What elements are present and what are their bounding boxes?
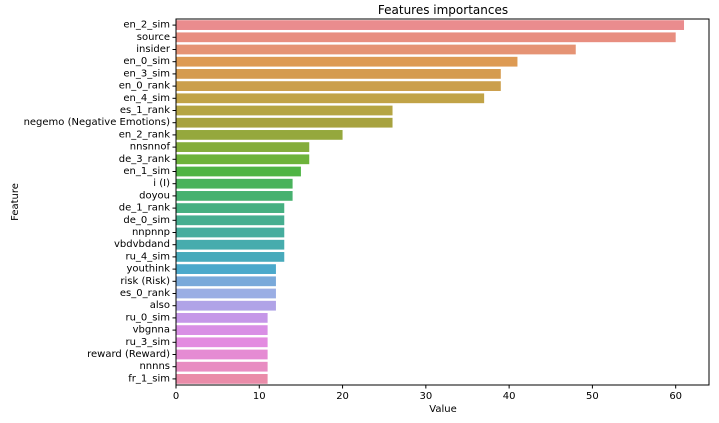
y-tick-label: en_0_rank [119, 81, 170, 92]
y-tick-label: en_3_sim [123, 68, 170, 79]
x-tick-label: 50 [586, 391, 599, 402]
bar-16 [176, 215, 285, 226]
y-tick-label: risk (Risk) [120, 276, 170, 287]
bar-2 [176, 44, 576, 55]
bar-10 [176, 142, 310, 152]
bar-23 [176, 300, 276, 311]
y-tick-label: ru_4_sim [125, 251, 170, 262]
y-tick-label: fr_1_sim [128, 373, 170, 384]
bars-layer [176, 20, 685, 384]
y-tick-label: vbdvbdand [114, 239, 170, 250]
bar-0 [176, 20, 685, 30]
y-tick-label: ru_0_sim [125, 312, 170, 323]
y-tick-label: vbgnna [133, 325, 170, 336]
y-tick-label: en_4_sim [123, 93, 170, 104]
x-tick-label: 20 [336, 391, 349, 402]
y-tick-label: en_2_rank [119, 129, 170, 140]
bar-21 [176, 276, 276, 287]
bar-1 [176, 32, 676, 43]
y-tick-label: reward (Reward) [87, 349, 170, 360]
y-tick-label: also [150, 300, 170, 311]
x-tick-label: 40 [503, 391, 516, 402]
y-tick-label: ru_3_sim [125, 337, 170, 348]
y-tick-label: en_2_sim [123, 20, 170, 31]
bar-3 [176, 56, 518, 67]
bar-25 [176, 325, 268, 335]
x-tick-label: 0 [173, 391, 179, 402]
y-tick-label: en_0_sim [123, 56, 170, 67]
y-tick-label: insider [136, 44, 171, 55]
bar-7 [176, 105, 393, 116]
x-tick-labels: 0 10 20 30 40 50 60 [173, 385, 682, 402]
bar-24 [176, 313, 268, 323]
y-tick-label: doyou [139, 190, 170, 201]
y-tick-label: en_1_sim [123, 166, 170, 177]
bar-9 [176, 130, 343, 140]
y-tick-label: es_0_rank [120, 288, 170, 299]
bar-18 [176, 239, 285, 250]
x-tick-label: 60 [669, 391, 682, 402]
y-tick-label: nnsnnof [130, 142, 171, 153]
bar-14 [176, 191, 293, 201]
bar-17 [176, 227, 285, 238]
bar-8 [176, 117, 393, 128]
bar-15 [176, 203, 285, 213]
x-tick-label: 10 [253, 391, 266, 402]
bar-13 [176, 178, 293, 189]
plot-frame [175, 18, 710, 386]
bar-22 [176, 288, 276, 299]
y-tick-label: source [137, 32, 170, 43]
y-tick-label: de_0_sim [123, 215, 170, 226]
bar-26 [176, 337, 268, 348]
x-tick-label: 30 [419, 391, 432, 402]
bar-29 [176, 374, 268, 384]
y-tick-label: es_1_rank [120, 105, 170, 116]
y-tick-label: negemo (Negative Emotions) [24, 117, 171, 128]
y-tick-label: nnnns [139, 361, 170, 372]
x-axis-label: Value [429, 404, 456, 415]
bar-12 [176, 166, 301, 177]
bar-6 [176, 93, 485, 104]
bar-11 [176, 154, 310, 165]
bar-19 [176, 252, 285, 262]
y-tick-label: de_3_rank [119, 154, 170, 165]
y-axis-label: Feature [10, 183, 21, 221]
y-tick-label: youthink [126, 264, 170, 275]
bar-5 [176, 81, 501, 91]
bar-4 [176, 69, 501, 79]
bar-27 [176, 349, 268, 360]
y-tick-label: nnpnnp [132, 227, 170, 238]
bar-28 [176, 361, 268, 372]
chart-title: Features importances [378, 3, 508, 17]
bar-20 [176, 264, 276, 274]
y-tick-label: de_1_rank [119, 203, 170, 214]
y-tick-label: i (I) [153, 178, 170, 189]
